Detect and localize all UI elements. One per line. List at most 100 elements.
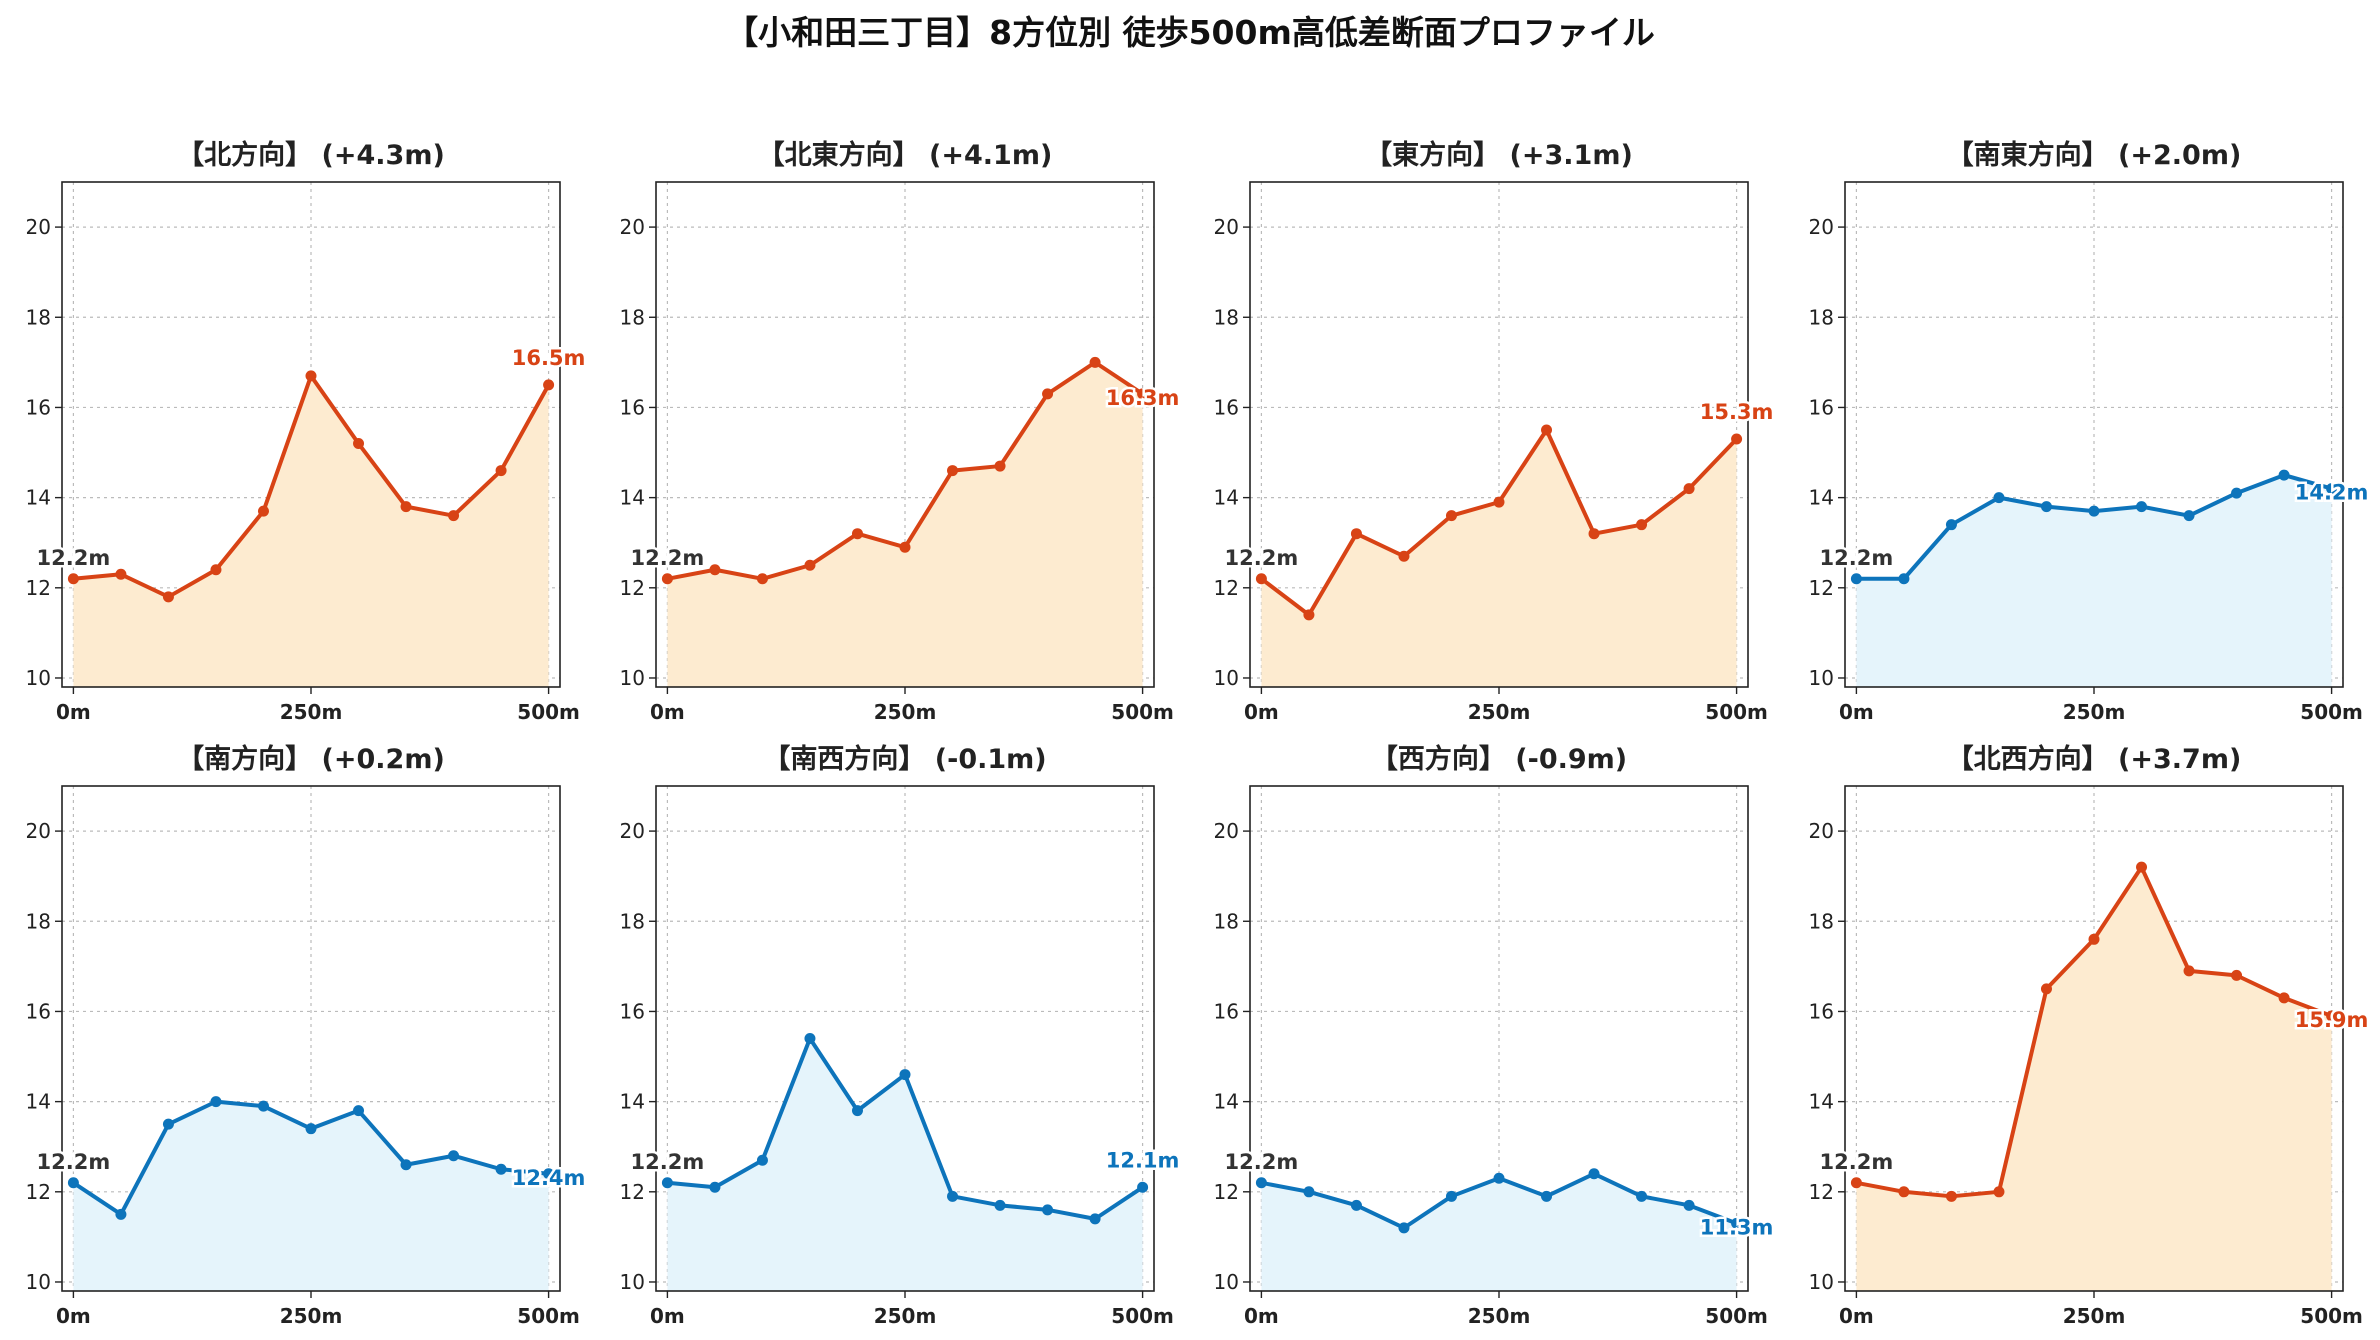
x-tick-label: 0m — [650, 700, 685, 724]
y-tick-label: 10 — [1809, 666, 1834, 690]
y-tick-label: 12 — [620, 1180, 645, 1204]
end-elevation-label: 16.3m — [1106, 386, 1180, 410]
data-point — [67, 573, 79, 585]
end-elevation-label: 15.3m — [1700, 400, 1774, 424]
y-tick-label: 18 — [26, 909, 51, 933]
data-point — [804, 1033, 816, 1044]
x-tick-label: 250m — [874, 700, 937, 724]
data-point — [1398, 1222, 1410, 1234]
y-tick-label: 10 — [26, 1270, 51, 1294]
y-tick-label: 14 — [1214, 1090, 1239, 1114]
x-tick-label: 0m — [56, 700, 91, 724]
x-tick-label: 500m — [1111, 700, 1174, 724]
data-point — [2136, 861, 2148, 873]
y-tick-label: 10 — [26, 666, 51, 690]
chart-title: 【南東方向】 (+2.0m) — [1947, 139, 2242, 171]
data-point — [899, 541, 911, 553]
data-point — [1945, 1190, 1957, 1202]
y-tick-label: 12 — [26, 576, 51, 600]
chart-panel-4: 10 12 14 16 18 20 0m 250m 500m 【南東方向】 (+2.0m) 12.2… — [1809, 139, 2371, 724]
x-tick-label: 250m — [874, 1304, 937, 1328]
y-tick-label: 12 — [26, 1180, 51, 1204]
data-point — [305, 370, 317, 382]
data-point — [1350, 528, 1362, 540]
data-point — [2278, 992, 2290, 1004]
data-point — [1636, 1190, 1648, 1202]
data-point — [2136, 501, 2148, 513]
data-point — [1042, 388, 1054, 400]
y-tick-label: 14 — [1809, 1090, 1834, 1114]
x-tick-label: 500m — [1705, 1304, 1768, 1328]
figure-title: 【小和田三丁目】8方位別 徒歩500m高低差断面プロファイル — [725, 13, 1655, 52]
end-elevation-label: 12.1m — [1106, 1148, 1180, 1172]
data-point — [1850, 573, 1862, 585]
data-point — [1137, 1181, 1149, 1193]
data-point — [543, 1168, 555, 1180]
y-tick-label: 10 — [620, 1270, 645, 1294]
y-tick-label: 20 — [620, 215, 645, 239]
data-point — [495, 1163, 507, 1175]
data-point — [851, 1105, 863, 1117]
y-tick-label: 20 — [26, 819, 51, 843]
x-tick-label: 250m — [280, 700, 343, 724]
chart-title: 【南西方向】 (-0.1m) — [763, 743, 1046, 775]
data-point — [448, 510, 460, 522]
end-elevation-label: 14.2m — [2295, 481, 2369, 505]
y-tick-label: 14 — [1809, 486, 1834, 510]
x-tick-label: 500m — [517, 1304, 580, 1328]
y-tick-label: 20 — [1809, 819, 1834, 843]
x-tick-label: 500m — [2300, 700, 2363, 724]
data-point — [353, 1105, 365, 1117]
data-point — [1683, 1199, 1695, 1211]
data-point — [1541, 424, 1553, 436]
data-point — [1945, 519, 1957, 531]
chart-panel-7: 10 12 14 16 18 20 0m 250m 500m 【西方向】 (-0.9m) 12.2m… — [1214, 743, 1776, 1328]
data-point — [1089, 356, 1101, 368]
data-point — [1993, 1186, 2005, 1198]
data-point — [947, 1190, 959, 1202]
area-fill — [667, 362, 1143, 687]
end-elevation-label: 15.9m — [2295, 1008, 2369, 1032]
y-tick-label: 16 — [1809, 395, 1834, 419]
y-tick-label: 16 — [1214, 395, 1239, 419]
data-point — [210, 564, 222, 576]
data-point — [67, 1177, 79, 1189]
data-point — [353, 438, 365, 450]
data-point — [257, 505, 269, 517]
data-point — [1898, 573, 1910, 585]
chart-title: 【北西方向】 (+3.7m) — [1947, 743, 2242, 775]
y-tick-label: 14 — [26, 486, 51, 510]
y-tick-label: 16 — [620, 395, 645, 419]
data-point — [709, 1181, 721, 1193]
data-point — [257, 1100, 269, 1112]
start-elevation-label: 12.2m — [1820, 546, 1894, 570]
data-point — [400, 1159, 412, 1171]
x-tick-label: 250m — [2063, 700, 2126, 724]
x-tick-label: 0m — [1839, 700, 1874, 724]
y-tick-label: 12 — [1809, 576, 1834, 600]
data-point — [1255, 1177, 1267, 1189]
data-point — [804, 559, 816, 571]
data-point — [2231, 969, 2243, 981]
data-point — [709, 564, 721, 576]
data-point — [1255, 573, 1267, 585]
x-tick-label: 250m — [1468, 700, 1531, 724]
data-point — [661, 573, 673, 585]
y-tick-label: 20 — [26, 215, 51, 239]
data-point — [2326, 483, 2338, 495]
y-tick-label: 18 — [1809, 909, 1834, 933]
start-elevation-label: 12.2m — [37, 546, 111, 570]
start-elevation-label: 12.2m — [1225, 546, 1299, 570]
data-point — [994, 1199, 1006, 1211]
y-tick-label: 14 — [620, 1090, 645, 1114]
data-point — [210, 1096, 222, 1108]
data-point — [2040, 501, 2052, 513]
data-point — [305, 1123, 317, 1135]
x-tick-label: 500m — [517, 700, 580, 724]
data-point — [1303, 1186, 1315, 1198]
x-tick-label: 0m — [1244, 1304, 1279, 1328]
x-tick-label: 0m — [1244, 700, 1279, 724]
x-tick-label: 500m — [2300, 1304, 2363, 1328]
data-point — [899, 1069, 911, 1081]
